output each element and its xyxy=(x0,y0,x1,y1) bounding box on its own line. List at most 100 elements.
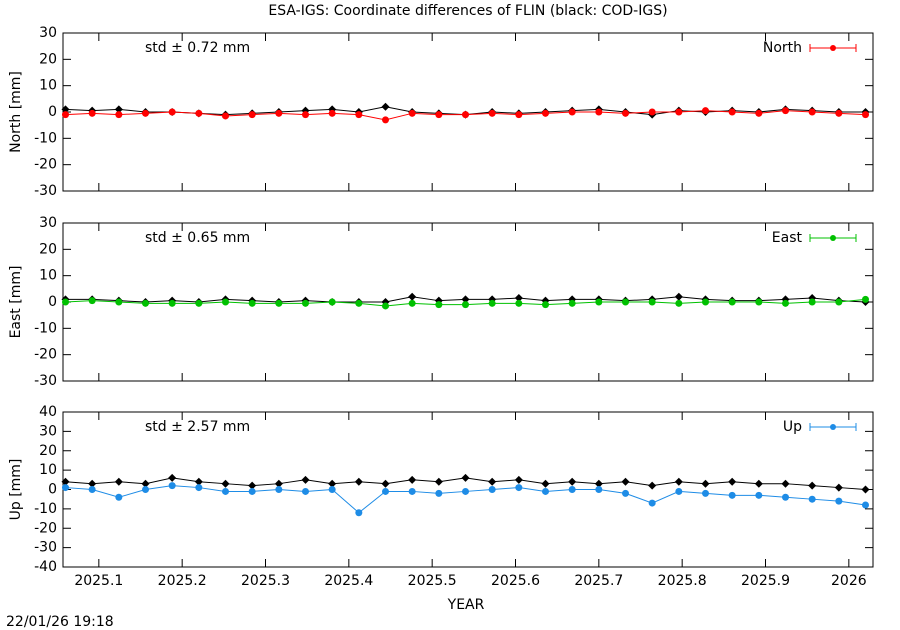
data-point xyxy=(168,299,176,307)
data-point xyxy=(302,111,309,119)
data-point xyxy=(382,116,389,124)
data-point xyxy=(195,299,203,307)
data-point xyxy=(542,109,549,117)
data-point xyxy=(142,299,149,307)
data-point xyxy=(248,299,256,307)
y-tick-label: -30 xyxy=(34,373,57,389)
data-point xyxy=(115,493,123,501)
data-point xyxy=(62,298,69,306)
data-point xyxy=(115,111,123,119)
legend-label: North xyxy=(763,40,802,56)
data-point xyxy=(141,479,150,488)
y-tick-label: 30 xyxy=(39,25,57,41)
data-point xyxy=(862,295,869,303)
legend-marker xyxy=(830,424,836,430)
x-tick-label: 2025.7 xyxy=(574,573,623,589)
data-point xyxy=(594,479,603,488)
data-point xyxy=(728,108,736,116)
y-tick-label: 0 xyxy=(48,294,57,310)
y-tick-label: 0 xyxy=(48,104,57,120)
data-point xyxy=(568,299,576,307)
y-tick-label: 20 xyxy=(39,443,57,459)
std-annotation: std ± 0.72 mm xyxy=(145,40,250,56)
data-point xyxy=(88,479,97,488)
data-point xyxy=(488,109,496,117)
data-point xyxy=(381,102,390,111)
x-tick-label: 2025.8 xyxy=(658,573,707,589)
y-tick-label: 40 xyxy=(39,404,57,420)
data-point xyxy=(61,105,70,114)
data-point xyxy=(702,489,709,497)
data-point xyxy=(835,497,843,505)
data-point xyxy=(355,111,363,119)
data-point xyxy=(702,298,709,306)
data-point xyxy=(622,298,629,306)
y-axis-label: East [mm] xyxy=(8,266,24,339)
data-point xyxy=(674,477,683,486)
data-point xyxy=(755,298,763,306)
data-point xyxy=(648,499,656,507)
legend-marker xyxy=(830,45,836,51)
data-point xyxy=(834,483,843,492)
y-axis-label: Up [mm] xyxy=(8,459,24,521)
data-point xyxy=(754,479,763,488)
y-tick-label: -10 xyxy=(34,130,57,146)
data-point xyxy=(675,299,683,307)
data-point xyxy=(142,109,149,117)
data-point xyxy=(328,479,337,488)
data-point xyxy=(301,475,310,484)
data-point xyxy=(808,495,816,503)
data-point xyxy=(221,479,230,488)
data-point xyxy=(168,482,176,490)
x-tick-label: 2025.1 xyxy=(74,573,123,589)
data-point xyxy=(408,109,416,117)
data-point xyxy=(568,108,576,116)
data-point xyxy=(674,292,683,301)
legend-label: Up xyxy=(783,419,802,435)
data-point xyxy=(568,477,577,486)
y-tick-label: 20 xyxy=(39,51,57,67)
data-point xyxy=(328,298,336,306)
data-point xyxy=(542,487,549,495)
data-point xyxy=(728,298,736,306)
x-tick-label: 2025.4 xyxy=(324,573,373,589)
y-tick-label: -20 xyxy=(34,157,57,173)
data-point xyxy=(595,298,603,306)
data-point xyxy=(275,299,283,307)
data-point xyxy=(435,111,443,119)
data-point xyxy=(862,501,869,509)
data-point xyxy=(62,484,69,492)
data-point xyxy=(755,109,763,117)
data-point xyxy=(88,297,96,305)
data-point xyxy=(462,111,469,119)
data-point xyxy=(568,486,576,493)
data-point xyxy=(862,111,869,119)
x-tick-label: 2025.5 xyxy=(408,573,457,589)
data-point xyxy=(648,108,656,116)
data-point xyxy=(248,111,256,119)
data-point xyxy=(328,486,336,493)
data-point xyxy=(302,299,309,307)
data-point xyxy=(408,475,417,484)
y-tick-label: -30 xyxy=(34,540,57,556)
data-point xyxy=(648,298,656,306)
data-point xyxy=(275,109,283,117)
data-point xyxy=(515,111,523,119)
data-point xyxy=(515,299,523,307)
data-point xyxy=(274,479,283,488)
x-tick-label: 2025.6 xyxy=(491,573,540,589)
data-point xyxy=(728,477,737,486)
data-point xyxy=(541,479,550,488)
data-point xyxy=(542,301,549,309)
data-point xyxy=(755,491,763,499)
x-tick-label: 2026 xyxy=(831,573,867,589)
data-point xyxy=(514,294,523,303)
data-point xyxy=(195,109,203,117)
data-point xyxy=(622,489,629,497)
data-point xyxy=(595,108,603,116)
y-tick-label: -10 xyxy=(34,501,57,517)
legend-label: East xyxy=(772,230,803,246)
data-point xyxy=(195,484,203,492)
